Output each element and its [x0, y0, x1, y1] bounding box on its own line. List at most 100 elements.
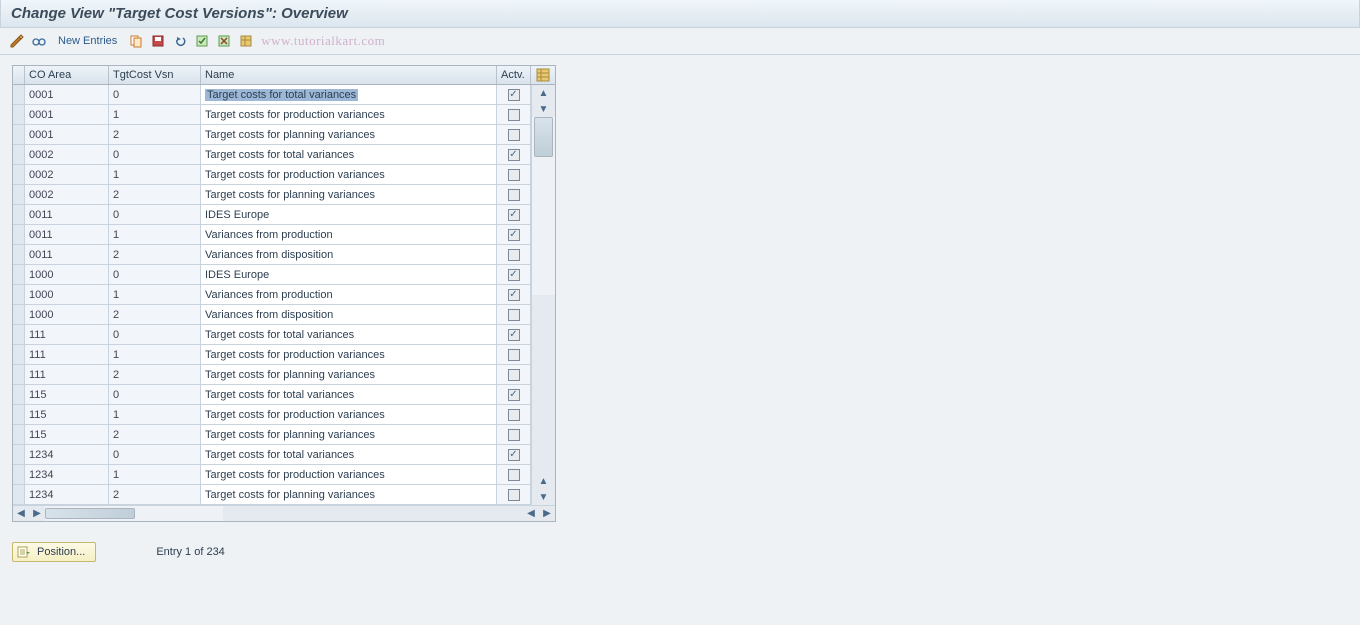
- row-selector[interactable]: [13, 85, 25, 104]
- row-selector[interactable]: [13, 225, 25, 244]
- cell-actv[interactable]: [497, 445, 531, 464]
- table-row[interactable]: 1110Target costs for total variances: [13, 325, 555, 345]
- col-header-tgtcost-vsn[interactable]: TgtCost Vsn: [109, 66, 201, 84]
- cell-actv[interactable]: [497, 365, 531, 384]
- checkbox-actv[interactable]: [508, 429, 520, 441]
- checkbox-actv[interactable]: [508, 89, 520, 101]
- scroll-up-bottom-icon[interactable]: ▲: [532, 473, 555, 489]
- checkbox-actv[interactable]: [508, 289, 520, 301]
- vscroll-thumb[interactable]: [534, 117, 553, 157]
- cell-actv[interactable]: [497, 125, 531, 144]
- deselect-all-icon[interactable]: [215, 32, 233, 50]
- hscroll-track[interactable]: [45, 506, 223, 521]
- table-row[interactable]: 00012Target costs for planning variances: [13, 125, 555, 145]
- row-selector[interactable]: [13, 385, 25, 404]
- checkbox-actv[interactable]: [508, 189, 520, 201]
- col-header-name[interactable]: Name: [201, 66, 497, 84]
- checkbox-actv[interactable]: [508, 269, 520, 281]
- row-selector[interactable]: [13, 105, 25, 124]
- cell-name[interactable]: Variances from production: [201, 285, 497, 304]
- new-entries-button[interactable]: New Entries: [52, 35, 123, 47]
- table-row[interactable]: 1111Target costs for production variance…: [13, 345, 555, 365]
- cell-actv[interactable]: [497, 425, 531, 444]
- cell-name[interactable]: Target costs for planning variances: [201, 365, 497, 384]
- col-header-actv[interactable]: Actv.: [497, 66, 531, 84]
- checkbox-actv[interactable]: [508, 409, 520, 421]
- cell-name[interactable]: Target costs for production variances: [201, 105, 497, 124]
- cell-actv[interactable]: [497, 305, 531, 324]
- change-icon[interactable]: [8, 32, 26, 50]
- cell-name[interactable]: Variances from disposition: [201, 245, 497, 264]
- row-selector[interactable]: [13, 365, 25, 384]
- row-selector[interactable]: [13, 405, 25, 424]
- cell-name[interactable]: Target costs for production variances: [201, 405, 497, 424]
- row-selector[interactable]: [13, 165, 25, 184]
- cell-name[interactable]: Target costs for planning variances: [201, 485, 497, 504]
- checkbox-actv[interactable]: [508, 169, 520, 181]
- hscroll-right-icon[interactable]: ▶: [29, 508, 45, 519]
- checkbox-actv[interactable]: [508, 209, 520, 221]
- cell-name[interactable]: Target costs for total variances: [201, 385, 497, 404]
- hscroll-left-icon[interactable]: ◀: [13, 508, 29, 519]
- cell-name[interactable]: IDES Europe: [201, 205, 497, 224]
- row-selector[interactable]: [13, 265, 25, 284]
- table-row[interactable]: 12342Target costs for planning variances: [13, 485, 555, 505]
- checkbox-actv[interactable]: [508, 149, 520, 161]
- cell-actv[interactable]: [497, 405, 531, 424]
- row-selector[interactable]: [13, 245, 25, 264]
- row-selector[interactable]: [13, 185, 25, 204]
- checkbox-actv[interactable]: [508, 109, 520, 121]
- cell-name[interactable]: Target costs for total variances: [201, 85, 497, 104]
- cell-actv[interactable]: [497, 385, 531, 404]
- cell-actv[interactable]: [497, 225, 531, 244]
- row-selector[interactable]: [13, 125, 25, 144]
- table-row[interactable]: 12341Target costs for production varianc…: [13, 465, 555, 485]
- checkbox-actv[interactable]: [508, 489, 520, 501]
- cell-name[interactable]: Target costs for total variances: [201, 445, 497, 464]
- table-row[interactable]: 00020Target costs for total variances: [13, 145, 555, 165]
- table-row[interactable]: 1152Target costs for planning variances: [13, 425, 555, 445]
- cell-actv[interactable]: [497, 465, 531, 484]
- cell-actv[interactable]: [497, 85, 531, 104]
- cell-name[interactable]: Target costs for planning variances: [201, 425, 497, 444]
- hscroll-right2-icon[interactable]: ▶: [539, 508, 555, 519]
- checkbox-actv[interactable]: [508, 349, 520, 361]
- checkbox-actv[interactable]: [508, 309, 520, 321]
- table-row[interactable]: 12340Target costs for total variances: [13, 445, 555, 465]
- table-row[interactable]: 1151Target costs for production variance…: [13, 405, 555, 425]
- row-selector[interactable]: [13, 445, 25, 464]
- table-row[interactable]: 10000IDES Europe: [13, 265, 555, 285]
- row-selector[interactable]: [13, 345, 25, 364]
- table-row[interactable]: 00110IDES Europe: [13, 205, 555, 225]
- scroll-up-icon[interactable]: ▲: [532, 85, 555, 101]
- cell-name[interactable]: Target costs for planning variances: [201, 185, 497, 204]
- cell-actv[interactable]: [497, 485, 531, 504]
- cell-name[interactable]: Variances from production: [201, 225, 497, 244]
- table-config-icon[interactable]: [531, 66, 555, 84]
- glasses-icon[interactable]: [30, 32, 48, 50]
- table-row[interactable]: 10002Variances from disposition: [13, 305, 555, 325]
- horizontal-scrollbar[interactable]: ◀ ▶ ◀ ▶: [13, 505, 555, 521]
- vertical-scrollbar[interactable]: ▲ ▼ ▲ ▼: [531, 85, 555, 505]
- table-settings-icon[interactable]: [237, 32, 255, 50]
- cell-actv[interactable]: [497, 205, 531, 224]
- table-row[interactable]: 1112Target costs for planning variances: [13, 365, 555, 385]
- select-all-icon[interactable]: [193, 32, 211, 50]
- cell-name[interactable]: Target costs for production variances: [201, 345, 497, 364]
- checkbox-actv[interactable]: [508, 229, 520, 241]
- row-selector[interactable]: [13, 305, 25, 324]
- table-row[interactable]: 00010Target costs for total variances: [13, 85, 555, 105]
- cell-actv[interactable]: [497, 165, 531, 184]
- cell-actv[interactable]: [497, 245, 531, 264]
- cell-actv[interactable]: [497, 265, 531, 284]
- checkbox-actv[interactable]: [508, 469, 520, 481]
- cell-name[interactable]: Target costs for production variances: [201, 165, 497, 184]
- row-selector[interactable]: [13, 285, 25, 304]
- hscroll-left2-icon[interactable]: ◀: [523, 508, 539, 519]
- row-selector[interactable]: [13, 205, 25, 224]
- undo-icon[interactable]: [171, 32, 189, 50]
- cell-name[interactable]: Target costs for planning variances: [201, 125, 497, 144]
- cell-name[interactable]: IDES Europe: [201, 265, 497, 284]
- scroll-down-icon[interactable]: ▼: [532, 101, 555, 117]
- cell-name[interactable]: Target costs for total variances: [201, 325, 497, 344]
